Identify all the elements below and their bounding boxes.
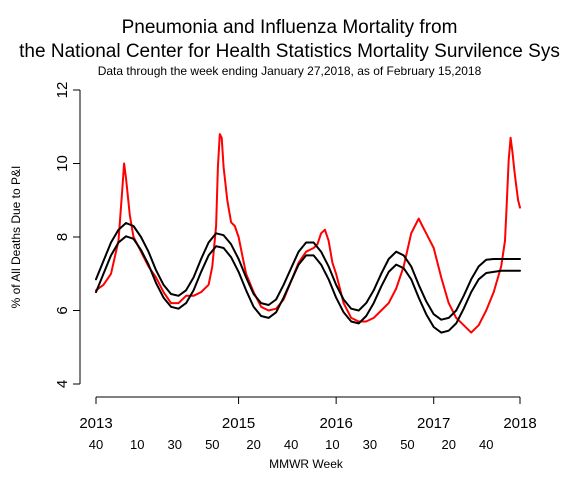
- x-axis-label: MMWR Week: [269, 457, 344, 471]
- series-line-2: [95, 222, 521, 321]
- x-week-label: 50: [205, 437, 219, 452]
- x-week-label: 40: [479, 437, 493, 452]
- y-tick-label: 12: [54, 82, 71, 99]
- y-tick-label: 6: [54, 306, 71, 314]
- series-line-1: [95, 133, 521, 334]
- chart-subtitle: Data through the week ending January 27,…: [98, 64, 482, 78]
- x-year-label: 2013: [79, 415, 112, 432]
- series-layer: [95, 133, 521, 334]
- x-week-label: 50: [400, 437, 414, 452]
- series-line-3: [95, 235, 521, 334]
- x-week-label: 20: [246, 437, 260, 452]
- y-tick-label: 4: [54, 380, 71, 388]
- x-week-label: 40: [89, 437, 103, 452]
- x-week-label: 20: [441, 437, 455, 452]
- x-week-label: 30: [363, 437, 377, 452]
- chart-title-line-2: the National Center for Health Statistic…: [19, 41, 560, 62]
- y-tick-label: 10: [54, 155, 71, 172]
- x-year-label: 2018: [503, 415, 536, 432]
- x-year-label: 2016: [319, 415, 352, 432]
- x-week-label: 10: [130, 437, 144, 452]
- axes: 4 6 8 10 12 2013 2015 2016 2017 2018 40 10 30 50 20 40 1…: [54, 82, 537, 452]
- y-tick-label: 8: [54, 233, 71, 241]
- y-axis-label: % of All Deaths Due to P&I: [9, 166, 23, 309]
- x-week-label: 30: [168, 437, 182, 452]
- x-year-label: 2017: [417, 415, 450, 432]
- x-year-label: 2015: [222, 415, 255, 432]
- x-week-label: 40: [284, 437, 298, 452]
- x-week-label: 10: [325, 437, 339, 452]
- chart-title-line-1: Pneumonia and Influenza Mortality from: [122, 17, 458, 38]
